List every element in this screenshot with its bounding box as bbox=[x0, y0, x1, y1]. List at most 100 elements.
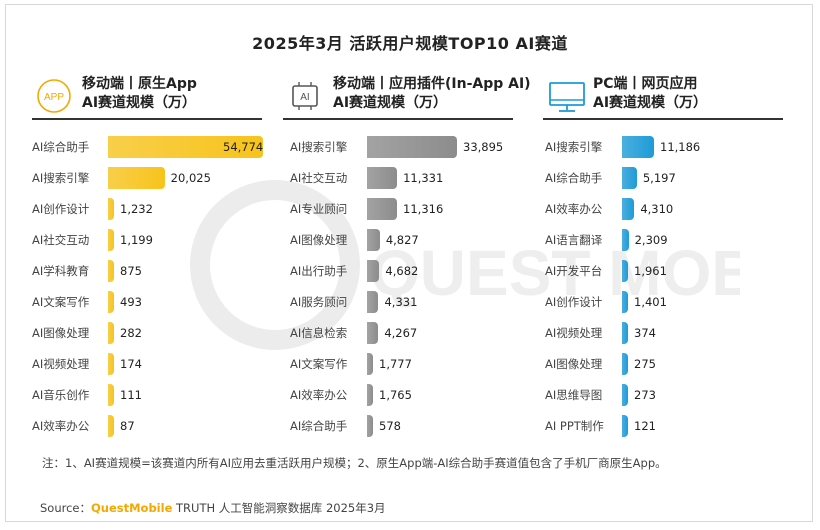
category-label: AI信息检索 bbox=[290, 326, 348, 340]
bar bbox=[367, 229, 380, 251]
svg-text:AI: AI bbox=[300, 92, 309, 103]
bar-row: AI综合助手 578 bbox=[290, 415, 530, 437]
panel-title-native-app: 移动端丨原生App AI赛道规模（万） bbox=[82, 76, 197, 111]
bar bbox=[622, 291, 628, 313]
bar-row: AI出行助手 4,682 bbox=[290, 260, 530, 282]
bar-row: AI效率办公 1,765 bbox=[290, 384, 530, 406]
value-label: 5,197 bbox=[642, 171, 676, 185]
bar-row: AI开发平台 1,961 bbox=[545, 260, 785, 282]
category-label: AI图像处理 bbox=[290, 233, 348, 247]
source-brand: QuestMobile bbox=[91, 501, 173, 515]
bar bbox=[622, 167, 637, 189]
panel-header-native-app: APP 移动端丨原生App AI赛道规模（万） bbox=[32, 72, 262, 120]
chart-title: 2025年3月 活跃用户规模TOP10 AI赛道 bbox=[252, 34, 568, 53]
category-label: AI创作设计 bbox=[32, 202, 90, 216]
category-label: AI社交互动 bbox=[32, 233, 90, 247]
ai-chip-icon: AI bbox=[292, 82, 318, 110]
bar-row: AI搜索引擎 11,186 bbox=[545, 136, 785, 158]
value-label: 121 bbox=[634, 419, 656, 433]
value-label: 275 bbox=[634, 357, 656, 371]
category-label: AI语言翻译 bbox=[545, 233, 603, 247]
bar bbox=[367, 353, 373, 375]
value-label: 1,199 bbox=[120, 233, 153, 247]
bar bbox=[622, 415, 628, 437]
category-label: AI图像处理 bbox=[545, 357, 603, 371]
value-label: 174 bbox=[120, 357, 142, 371]
bar-row: AI图像处理 275 bbox=[545, 353, 785, 375]
bar-row: AI图像处理 4,827 bbox=[290, 229, 530, 251]
category-label: AI出行助手 bbox=[290, 264, 348, 278]
value-label: 1,961 bbox=[634, 264, 667, 278]
bar bbox=[367, 322, 379, 344]
bar-row: AI创作设计 1,401 bbox=[545, 291, 785, 313]
value-label: 87 bbox=[120, 419, 135, 433]
category-label: AI搜索引擎 bbox=[545, 140, 603, 154]
bar-row: AI搜索引擎 33,895 bbox=[290, 136, 530, 158]
category-label: AI搜索引擎 bbox=[290, 140, 348, 154]
value-label: 20,025 bbox=[170, 171, 211, 185]
value-label: 4,331 bbox=[384, 295, 418, 309]
bar-row: AI创作设计 1,232 bbox=[32, 198, 272, 220]
bar bbox=[367, 167, 398, 189]
panel-header-in-app-ai: AI 移动端丨应用插件(In-App AI) AI赛道规模（万） bbox=[283, 72, 531, 120]
value-label: 33,895 bbox=[463, 140, 504, 154]
bar-row: AI音乐创作 111 bbox=[32, 384, 272, 406]
bar bbox=[367, 384, 373, 406]
bar-row: AI效率办公 87 bbox=[32, 415, 272, 437]
bar bbox=[108, 198, 114, 220]
category-label: AI文案写作 bbox=[32, 295, 90, 309]
bar-row: AI思维导图 273 bbox=[545, 384, 785, 406]
bar bbox=[622, 136, 654, 158]
value-label: 4,267 bbox=[384, 326, 418, 340]
category-label: AI图像处理 bbox=[32, 326, 90, 340]
bar bbox=[367, 136, 457, 158]
chart-note: 注：1、AI赛道规模=该赛道内所有AI应用去重活跃用户规模；2、原生App端-A… bbox=[42, 456, 667, 470]
bar bbox=[108, 229, 114, 251]
value-label: 1,777 bbox=[379, 357, 412, 371]
source-label: Source： bbox=[40, 501, 91, 515]
category-label: AI学科教育 bbox=[32, 264, 90, 278]
value-label: 4,827 bbox=[385, 233, 419, 247]
bar bbox=[367, 260, 380, 282]
value-label: 875 bbox=[120, 264, 142, 278]
category-label: AI综合助手 bbox=[545, 171, 603, 185]
value-label: 4,682 bbox=[385, 264, 419, 278]
value-label: 273 bbox=[634, 388, 656, 402]
bar bbox=[108, 415, 114, 437]
value-label: 1,765 bbox=[379, 388, 412, 402]
bar-row: AI搜索引擎 20,025 bbox=[32, 167, 272, 189]
bar bbox=[622, 229, 629, 251]
category-label: AI音乐创作 bbox=[32, 388, 90, 402]
bar-row: AI视频处理 174 bbox=[32, 353, 272, 375]
bar-row: AI语言翻译 2,309 bbox=[545, 229, 785, 251]
bar-row: AI综合助手 54,774 bbox=[32, 136, 272, 158]
bar bbox=[622, 322, 628, 344]
value-label: 2,309 bbox=[634, 233, 668, 247]
category-label: AI搜索引擎 bbox=[32, 171, 90, 185]
bar bbox=[108, 291, 114, 313]
category-label: AI综合助手 bbox=[32, 140, 90, 154]
panel-title-in-app-ai: 移动端丨应用插件(In-App AI) AI赛道规模（万） bbox=[333, 76, 531, 111]
chart-frame bbox=[5, 4, 813, 522]
panel-header-pc-web: PC端丨网页应用 AI赛道规模（万） bbox=[543, 72, 783, 120]
bar bbox=[108, 353, 114, 375]
category-label: AI文案写作 bbox=[290, 357, 348, 371]
bar-row: AI效率办公 4,310 bbox=[545, 198, 785, 220]
category-label: AI视频处理 bbox=[32, 357, 90, 371]
category-label: AI社交互动 bbox=[290, 171, 348, 185]
category-label: AI效率办公 bbox=[290, 388, 348, 402]
category-label: AI效率办公 bbox=[32, 419, 90, 433]
bar-row: AI专业顾问 11,316 bbox=[290, 198, 530, 220]
category-label: AI开发平台 bbox=[545, 264, 603, 278]
bar bbox=[367, 198, 398, 220]
category-label: AI服务顾问 bbox=[290, 295, 348, 309]
value-label: 282 bbox=[120, 326, 142, 340]
bar bbox=[108, 136, 263, 158]
category-label: AI PPT制作 bbox=[545, 419, 604, 433]
bar bbox=[108, 167, 165, 189]
value-label: 493 bbox=[120, 295, 142, 309]
panel-title-pc-web: PC端丨网页应用 AI赛道规模（万） bbox=[593, 76, 708, 111]
category-label: AI思维导图 bbox=[545, 388, 603, 402]
bar bbox=[367, 415, 373, 437]
category-label: AI专业顾问 bbox=[290, 202, 348, 216]
